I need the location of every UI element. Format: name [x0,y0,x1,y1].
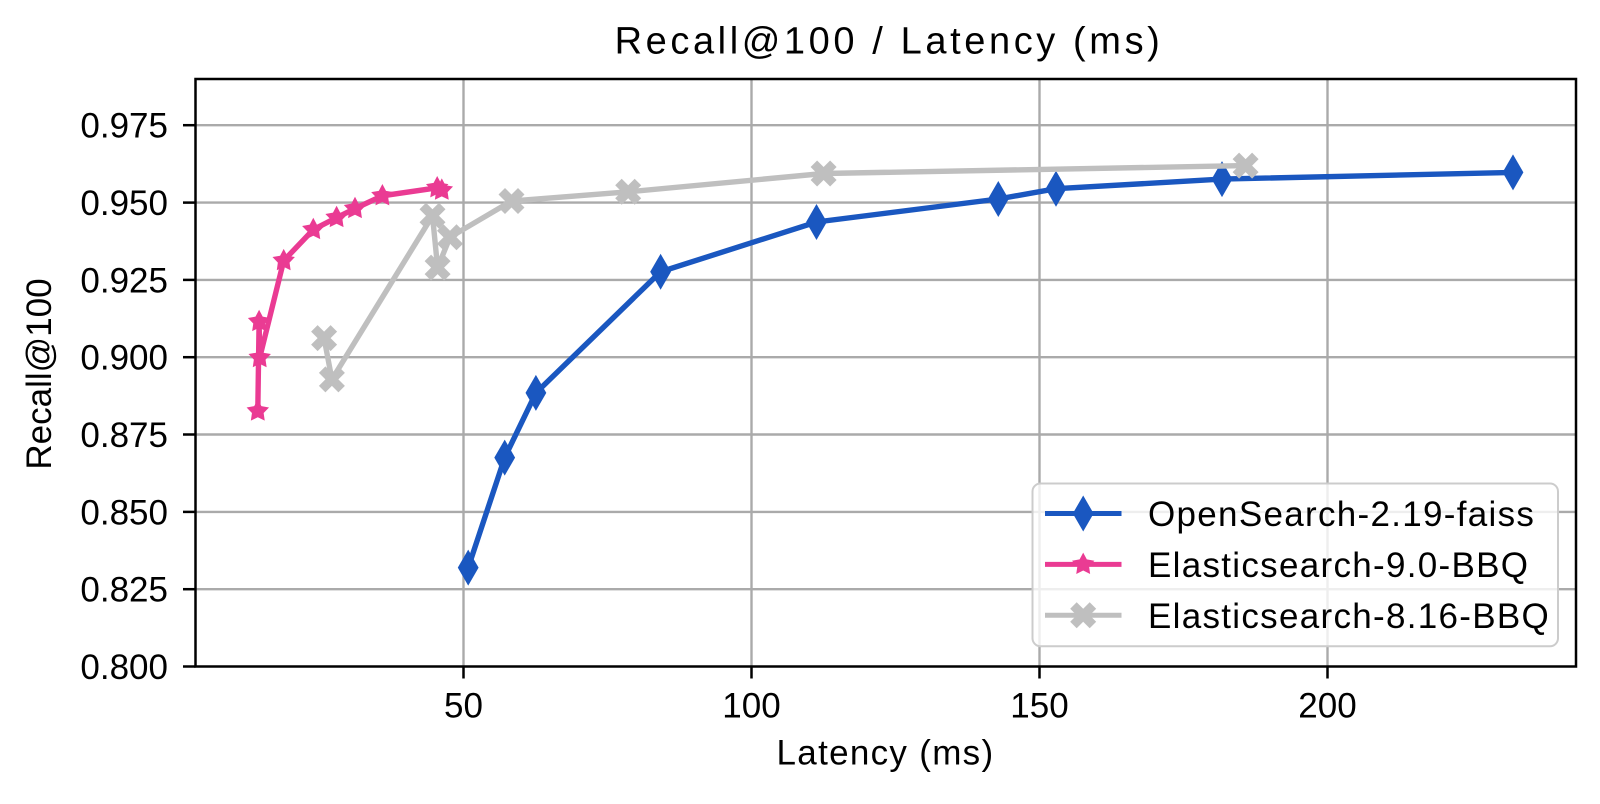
svg-text:0.925: 0.925 [80,261,168,300]
svg-text:0.800: 0.800 [80,648,168,687]
svg-text:Elasticsearch-8.16-BBQ: Elasticsearch-8.16-BBQ [1148,597,1550,636]
svg-text:0.950: 0.950 [80,184,168,223]
svg-text:0.900: 0.900 [80,339,168,378]
svg-text:50: 50 [444,687,483,726]
svg-text:Latency (ms): Latency (ms) [777,734,995,773]
svg-text:200: 200 [1298,687,1356,726]
svg-text:0.875: 0.875 [80,416,168,455]
svg-text:Recall@100: Recall@100 [20,278,59,469]
svg-text:0.975: 0.975 [80,107,168,146]
svg-text:OpenSearch-2.19-faiss: OpenSearch-2.19-faiss [1148,495,1535,534]
svg-text:0.850: 0.850 [80,493,168,532]
svg-text:150: 150 [1010,687,1068,726]
svg-text:100: 100 [722,687,780,726]
svg-text:Recall@100 / Latency (ms): Recall@100 / Latency (ms) [615,21,1164,63]
svg-text:0.825: 0.825 [80,571,168,610]
svg-text:Elasticsearch-9.0-BBQ: Elasticsearch-9.0-BBQ [1148,546,1529,585]
